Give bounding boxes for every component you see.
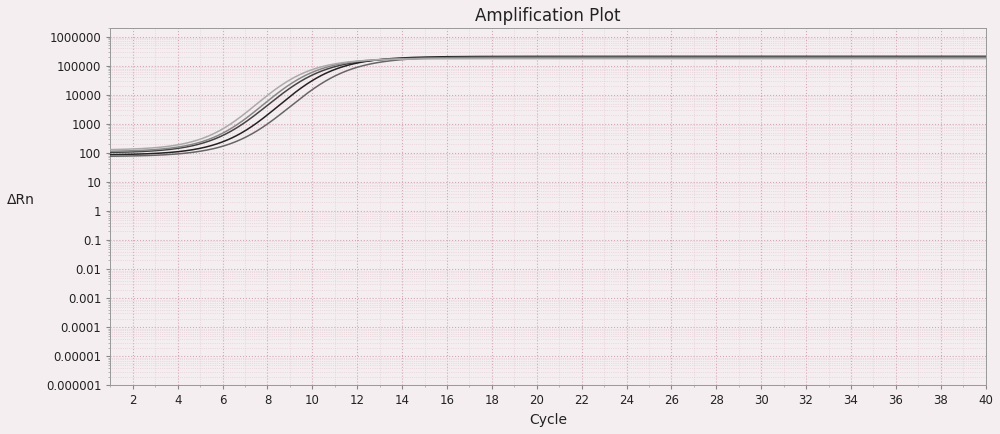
- Title: Amplification Plot: Amplification Plot: [475, 7, 621, 25]
- Y-axis label: ΔRn: ΔRn: [7, 193, 35, 207]
- X-axis label: Cycle: Cycle: [529, 413, 567, 427]
